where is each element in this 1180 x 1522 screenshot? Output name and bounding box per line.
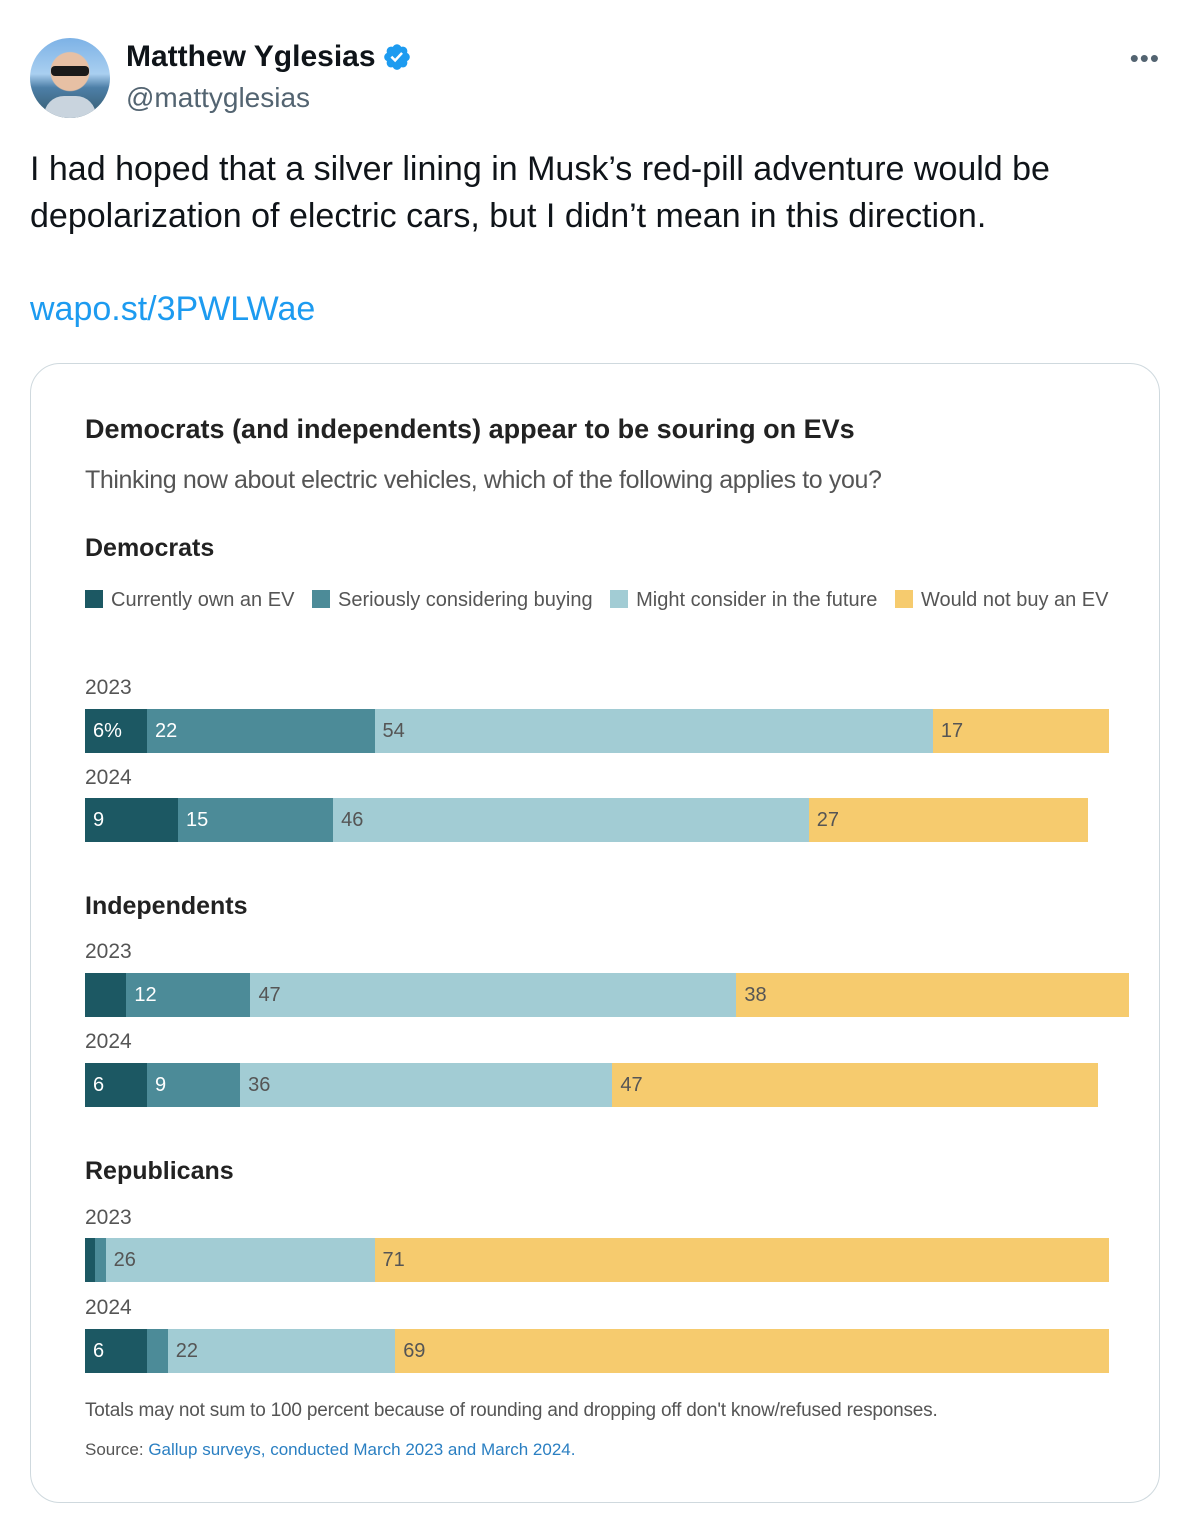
stacked-bar: 6% 22 54 17 bbox=[85, 709, 1119, 753]
data-label: 47 bbox=[258, 984, 281, 1006]
stacked-bar: 26 71 bbox=[85, 1238, 1119, 1282]
more-icon[interactable]: ••• bbox=[1129, 43, 1160, 73]
media-card[interactable]: Democrats (and independents) appear to b… bbox=[30, 363, 1160, 1503]
legend-label-considering: Seriously considering buying bbox=[337, 589, 593, 611]
data-label: 36 bbox=[248, 1074, 271, 1096]
stacked-bar: 6 22 69 bbox=[85, 1329, 1119, 1373]
year-label: 2024 bbox=[85, 766, 132, 789]
bar-segment-own bbox=[85, 798, 179, 842]
year-label: 2024 bbox=[85, 1030, 132, 1053]
stacked-bar: 6 9 36 47 bbox=[85, 1063, 1119, 1107]
tweet-header: Matthew Yglesias @mattyglesias ••• bbox=[30, 38, 1160, 120]
stacked-bar: 12 47 38 bbox=[85, 973, 1130, 1017]
bar-segment-own bbox=[85, 1238, 96, 1282]
data-label: 9 bbox=[155, 1074, 167, 1096]
chart-title: Democrats (and independents) appear to b… bbox=[85, 414, 855, 444]
bar-segment-might bbox=[105, 1238, 375, 1282]
data-label: 69 bbox=[403, 1340, 426, 1362]
tweet-link[interactable]: wapo.st/3PWLWae bbox=[30, 290, 316, 328]
source-link[interactable]: Gallup surveys, conducted March 2023 and… bbox=[148, 1440, 576, 1459]
legend-swatch-considering bbox=[311, 590, 330, 608]
bar-segment-might bbox=[240, 1063, 613, 1107]
data-label: 27 bbox=[816, 809, 840, 831]
year-label: 2023 bbox=[85, 1206, 132, 1229]
legend-swatch-might bbox=[610, 590, 629, 608]
legend-swatch-would-not bbox=[894, 590, 913, 608]
avatar[interactable] bbox=[30, 38, 110, 118]
legend-label-own: Currently own an EV bbox=[111, 589, 295, 611]
bar-segment-considering bbox=[126, 973, 251, 1017]
data-label: 9 bbox=[93, 809, 105, 831]
legend-swatch-own bbox=[85, 590, 103, 608]
bar-segment-would-not bbox=[932, 709, 1109, 753]
chart-source: Source: Gallup surveys, conducted March … bbox=[85, 1440, 575, 1460]
verified-badge-icon bbox=[383, 44, 410, 70]
year-label: 2023 bbox=[85, 940, 132, 963]
data-label: 54 bbox=[382, 720, 405, 742]
bar-segment-considering bbox=[178, 798, 334, 842]
data-label: 6 bbox=[93, 1074, 105, 1096]
bar-segment-might bbox=[250, 973, 737, 1017]
bar-segment-own bbox=[85, 709, 148, 753]
data-label: 6 bbox=[93, 1340, 105, 1362]
legend-item-own: Currently own an EV bbox=[85, 589, 294, 611]
data-label: 26 bbox=[113, 1249, 136, 1271]
bar-segment-would-not bbox=[395, 1329, 1109, 1373]
bar-segment-own bbox=[85, 973, 127, 1017]
name-row: Matthew Yglesias bbox=[126, 40, 412, 74]
data-label: 71 bbox=[382, 1249, 405, 1271]
bar-segment-would-not bbox=[736, 973, 1130, 1017]
stacked-bar: 9 15 46 27 bbox=[85, 798, 1119, 842]
bar-segment-considering bbox=[147, 1329, 168, 1373]
data-label: 6% bbox=[93, 720, 122, 742]
bar-segment-would-not bbox=[808, 798, 1088, 842]
data-label: 46 bbox=[341, 809, 364, 831]
display-name[interactable]: Matthew Yglesias bbox=[126, 40, 376, 73]
bar-segment-considering bbox=[95, 1238, 106, 1282]
legend-label-would-not: Would not buy an EV bbox=[920, 589, 1109, 611]
bar-segment-would-not bbox=[374, 1238, 1109, 1282]
bar-segment-would-not bbox=[612, 1063, 1099, 1107]
year-label: 2024 bbox=[85, 1296, 132, 1319]
legend-item-might: Might consider in the future bbox=[610, 589, 877, 611]
data-label: 22 bbox=[155, 720, 178, 742]
bar-segment-own bbox=[85, 1063, 148, 1107]
legend-item-considering: Seriously considering buying bbox=[311, 589, 593, 611]
handle[interactable]: @mattyglesias bbox=[126, 82, 311, 113]
bar-segment-considering bbox=[147, 709, 375, 753]
chart-subtitle: Thinking now about electric vehicles, wh… bbox=[85, 466, 882, 494]
bar-segment-own bbox=[85, 1329, 148, 1373]
data-label: 12 bbox=[134, 984, 157, 1006]
chart-legend: Currently own an EV Seriously considerin… bbox=[85, 584, 1115, 616]
group-title-democrats: Democrats bbox=[85, 534, 215, 562]
chart-footnote: Totals may not sum to 100 percent becaus… bbox=[85, 1400, 938, 1421]
tweet-text: I had hoped that a silver lining in Musk… bbox=[30, 150, 1050, 235]
data-label: 17 bbox=[940, 720, 964, 742]
group-title-independents: Independents bbox=[85, 892, 248, 920]
bar-segment-might bbox=[333, 798, 809, 842]
bar-segment-considering bbox=[147, 1063, 241, 1107]
data-label: 38 bbox=[744, 984, 767, 1006]
group-title-republicans: Republicans bbox=[85, 1157, 234, 1185]
bar-segment-might bbox=[167, 1329, 396, 1373]
year-label: 2023 bbox=[85, 676, 132, 699]
legend-label-might: Might consider in the future bbox=[636, 589, 878, 611]
data-label: 22 bbox=[175, 1340, 198, 1362]
sunglasses-graphic bbox=[51, 66, 89, 76]
data-label: 47 bbox=[620, 1074, 643, 1096]
shirt-graphic bbox=[44, 96, 96, 118]
source-label: Source: bbox=[85, 1440, 144, 1459]
data-label: 15 bbox=[186, 809, 209, 831]
bar-segment-might bbox=[374, 709, 933, 753]
